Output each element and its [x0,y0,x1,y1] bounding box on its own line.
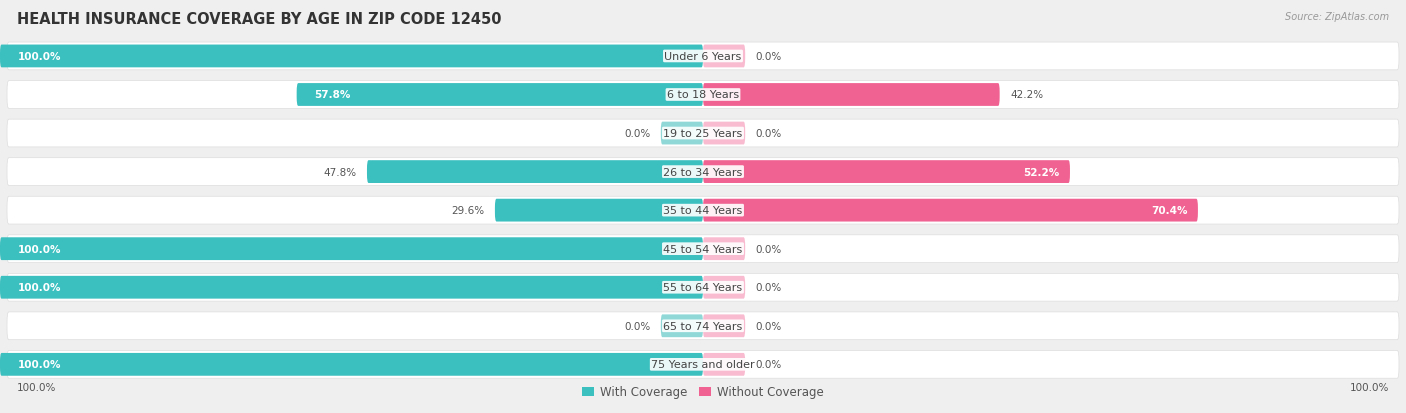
FancyBboxPatch shape [7,235,1399,263]
FancyBboxPatch shape [7,312,1399,340]
Text: 35 to 44 Years: 35 to 44 Years [664,206,742,216]
Legend: With Coverage, Without Coverage: With Coverage, Without Coverage [578,381,828,403]
Text: 65 to 74 Years: 65 to 74 Years [664,321,742,331]
Text: 6 to 18 Years: 6 to 18 Years [666,90,740,100]
Text: 100.0%: 100.0% [17,52,60,62]
FancyBboxPatch shape [661,315,703,337]
FancyBboxPatch shape [703,353,745,376]
FancyBboxPatch shape [7,274,1399,301]
FancyBboxPatch shape [703,45,745,68]
FancyBboxPatch shape [0,45,703,68]
Text: 100.0%: 100.0% [17,282,60,292]
FancyBboxPatch shape [367,161,703,183]
FancyBboxPatch shape [661,122,703,145]
Text: 47.8%: 47.8% [323,167,357,177]
Text: HEALTH INSURANCE COVERAGE BY AGE IN ZIP CODE 12450: HEALTH INSURANCE COVERAGE BY AGE IN ZIP … [17,12,502,27]
Text: 55 to 64 Years: 55 to 64 Years [664,282,742,292]
Text: 100.0%: 100.0% [17,382,56,392]
FancyBboxPatch shape [7,158,1399,186]
FancyBboxPatch shape [495,199,703,222]
Text: 29.6%: 29.6% [451,206,485,216]
Text: 52.2%: 52.2% [1024,167,1060,177]
FancyBboxPatch shape [703,84,1000,107]
Text: 0.0%: 0.0% [756,321,782,331]
Text: 42.2%: 42.2% [1010,90,1043,100]
Text: 75 Years and older: 75 Years and older [651,359,755,370]
Text: 0.0%: 0.0% [756,244,782,254]
Text: Under 6 Years: Under 6 Years [665,52,741,62]
FancyBboxPatch shape [7,351,1399,378]
FancyBboxPatch shape [0,353,703,376]
Text: 70.4%: 70.4% [1152,206,1188,216]
Text: 100.0%: 100.0% [1350,382,1389,392]
Text: 57.8%: 57.8% [315,90,350,100]
FancyBboxPatch shape [703,315,745,337]
Text: 19 to 25 Years: 19 to 25 Years [664,129,742,139]
Text: Source: ZipAtlas.com: Source: ZipAtlas.com [1285,12,1389,22]
FancyBboxPatch shape [7,197,1399,225]
FancyBboxPatch shape [0,238,703,261]
Text: 0.0%: 0.0% [756,282,782,292]
FancyBboxPatch shape [703,238,745,261]
Text: 100.0%: 100.0% [17,244,60,254]
FancyBboxPatch shape [7,120,1399,147]
FancyBboxPatch shape [703,161,1070,183]
FancyBboxPatch shape [703,276,745,299]
FancyBboxPatch shape [297,84,703,107]
Text: 0.0%: 0.0% [756,52,782,62]
Text: 0.0%: 0.0% [624,129,650,139]
Text: 26 to 34 Years: 26 to 34 Years [664,167,742,177]
Text: 45 to 54 Years: 45 to 54 Years [664,244,742,254]
FancyBboxPatch shape [7,43,1399,71]
FancyBboxPatch shape [703,199,1198,222]
FancyBboxPatch shape [7,81,1399,109]
Text: 0.0%: 0.0% [756,359,782,370]
FancyBboxPatch shape [703,122,745,145]
Text: 0.0%: 0.0% [624,321,650,331]
Text: 0.0%: 0.0% [756,129,782,139]
Text: 100.0%: 100.0% [17,359,60,370]
FancyBboxPatch shape [0,276,703,299]
